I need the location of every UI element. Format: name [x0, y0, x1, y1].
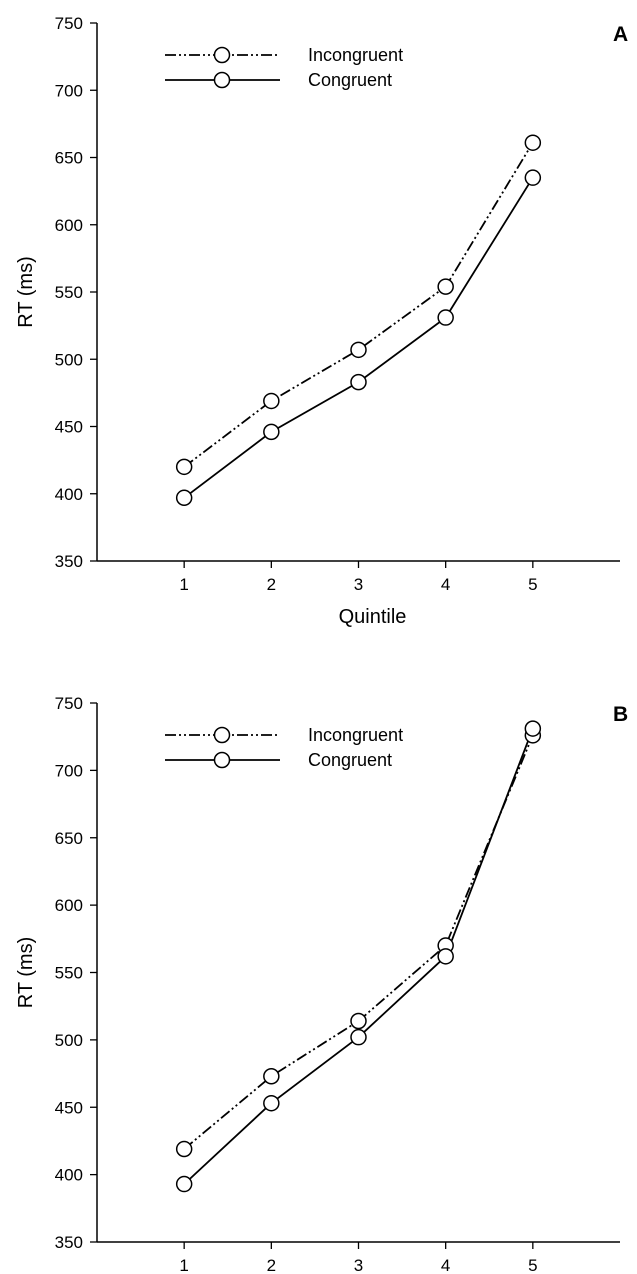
y-tick-label: 650	[55, 829, 83, 848]
chart-panel-a: 350 400 450 500 550 600 650 700 750 1 2 3 4 5 Quintile…	[15, 14, 628, 628]
y-tick-label: 700	[55, 81, 83, 100]
legend-label-congruent: Congruent	[308, 750, 392, 770]
y-tick-label: 400	[55, 485, 83, 504]
series-line-incongruent	[183, 734, 534, 1150]
legend-marker-incongruent	[213, 46, 231, 64]
data-point-congruent	[263, 1094, 280, 1112]
legend-marker-congruent	[213, 751, 231, 769]
data-point-congruent	[175, 1175, 193, 1193]
y-tick-label: 550	[55, 283, 83, 302]
x-tick-label: 1	[179, 1256, 188, 1274]
y-tick-label: 450	[55, 418, 83, 437]
legend-label-congruent: Congruent	[308, 70, 392, 90]
series-line-congruent	[183, 177, 534, 499]
legend: Incongruent Congruent	[165, 725, 403, 770]
y-tick-label: 550	[55, 964, 83, 983]
y-tick-label: 400	[55, 1166, 83, 1185]
x-axis-title: Quintile	[339, 606, 407, 628]
data-point-incongruent	[350, 1012, 367, 1030]
y-tick-label: 350	[55, 552, 83, 571]
x-tick-label: 2	[267, 1256, 276, 1274]
y-tick-label: 750	[55, 694, 83, 713]
legend-label-incongruent: Incongruent	[308, 725, 403, 745]
data-point-incongruent	[175, 1140, 193, 1158]
data-point-congruent	[350, 373, 367, 391]
x-tick-label: 5	[528, 575, 537, 594]
legend-label-incongruent: Incongruent	[308, 45, 403, 65]
data-point-congruent	[524, 720, 542, 737]
legend-marker-incongruent	[213, 726, 231, 744]
data-point-congruent	[524, 169, 542, 186]
chart-panel-b: 35040045050055060065070075012345Quintile…	[15, 694, 628, 1274]
data-point-incongruent	[263, 392, 280, 410]
x-tick-label: 1	[179, 575, 188, 594]
series-line-congruent	[183, 728, 534, 1185]
y-tick-label: 700	[55, 761, 83, 780]
y-tick-label: 350	[55, 1233, 83, 1252]
data-point-incongruent	[263, 1068, 280, 1085]
data-point-incongruent	[175, 458, 193, 476]
data-point-incongruent	[437, 278, 454, 295]
data-point-congruent	[175, 489, 193, 507]
series-line-incongruent	[183, 142, 534, 468]
x-tick-label: 3	[354, 1256, 363, 1274]
y-axis-title: RT (ms)	[15, 256, 37, 327]
x-tick-label: 5	[528, 1256, 537, 1274]
y-tick-label: 750	[55, 14, 83, 33]
y-tick-label: 650	[55, 149, 83, 168]
x-tick-label: 4	[441, 1256, 450, 1274]
legend-marker-congruent	[213, 71, 231, 89]
data-point-congruent	[437, 309, 454, 326]
y-tick-label: 500	[55, 1031, 83, 1050]
x-tick-label: 2	[267, 575, 276, 594]
panel-label: A	[613, 23, 628, 46]
y-tick-label: 600	[55, 216, 83, 235]
legend: Incongruent Congruent	[165, 45, 403, 90]
data-point-incongruent	[524, 134, 542, 151]
panel-label: B	[613, 703, 628, 726]
y-tick-label: 450	[55, 1098, 83, 1117]
x-tick-label: 3	[354, 575, 363, 594]
y-tick-label: 500	[55, 350, 83, 369]
y-tick-label: 600	[55, 896, 83, 915]
data-point-congruent	[437, 948, 454, 965]
x-tick-label: 4	[441, 575, 450, 594]
y-axis-title: RT (ms)	[15, 937, 37, 1008]
data-point-congruent	[350, 1028, 367, 1046]
data-point-congruent	[263, 423, 280, 441]
data-point-incongruent	[350, 341, 367, 359]
